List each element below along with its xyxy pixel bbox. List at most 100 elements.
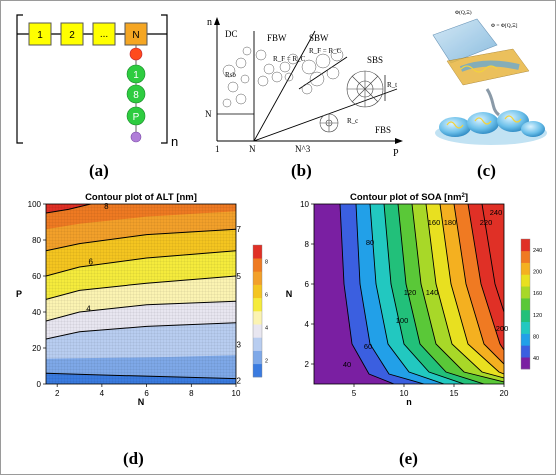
chain-box-n: N [124, 22, 148, 46]
soa-title-end: ] [465, 192, 468, 203]
b-x-axis-label: P [393, 148, 399, 159]
soa-contour-line-8 [439, 204, 504, 375]
panel-c-illustration: Φ(Q,Ξ) Φ = Φ[Q,Ξ] [432, 9, 547, 145]
alt-x-tick-label: 2 [55, 389, 60, 398]
alt-y-tick-label: 20 [32, 344, 41, 353]
alt-y-tick-label: 0 [37, 380, 42, 389]
alt-contour-line-6 [46, 228, 236, 252]
soa-x-tick-label: 20 [500, 389, 509, 398]
alt-contour-label: 5 [236, 272, 241, 281]
chain-box-3-label: ... [100, 29, 108, 40]
chain-box-3: ... [92, 22, 116, 46]
soa-x-tick-label: 10 [400, 389, 409, 398]
alt-contour-line-4 [46, 275, 236, 300]
alt-x-tick-label: 6 [144, 389, 149, 398]
panel-label-d: (d) [123, 449, 144, 468]
soa-colorbar-step [521, 262, 530, 275]
alt-contour-label: 7 [236, 225, 241, 234]
alt-contour-lines [46, 204, 236, 380]
alt-contour-line-3 [46, 300, 236, 322]
soa-contour-bands [314, 204, 504, 384]
soa-contour-label: 100 [396, 316, 409, 325]
alt-contour-labels: 8 7 6 5 4 3 2 [86, 202, 241, 386]
b-region-sbs: SBS [367, 55, 383, 65]
soa-contour-line-10 [467, 204, 504, 351]
alt-colorbar: 2 4 6 8 [252, 244, 268, 378]
alt-x-tick-label: 8 [189, 389, 194, 398]
soa-contour-label: 160 [428, 218, 441, 227]
alt-x-tick-label: 10 [232, 389, 241, 398]
bracket-left [16, 14, 23, 144]
alt-colorbar-step [253, 245, 262, 259]
soa-colorbar-frame [520, 238, 531, 370]
soa-y-axis-label: N [286, 289, 293, 299]
alt-y-tick-label: 100 [28, 200, 42, 209]
chart-alt-contour: Contour plot of ALT [nm] 2 4 6 8 10 0 20 40 60 8… [16, 192, 268, 407]
soa-chart-title: Contour plot of SOA [nm2] [350, 192, 468, 203]
c-eq-top: Φ(Q,Ξ) [455, 9, 472, 16]
soa-contour-line-11 [481, 204, 504, 313]
alt-contour-line-7 [46, 204, 91, 214]
side-bead-3 [126, 106, 146, 126]
soa-colorbar-step [521, 309, 530, 323]
side-bead-top [129, 47, 143, 61]
soa-y-tick-label: 10 [300, 200, 309, 209]
alt-colorbar-step [253, 324, 262, 338]
b-y-axis-arrow [214, 17, 220, 25]
soa-title-main: Contour plot of SOA [nm [350, 192, 462, 203]
c-eq-right: Φ = Φ[Q,Ξ] [491, 23, 518, 29]
alt-y-ticks: 0 20 40 60 80 100 [28, 200, 46, 389]
soa-contour-lines [339, 204, 504, 384]
alt-colorbar-label: 8 [265, 260, 268, 266]
soa-colorbar-label: 120 [533, 313, 542, 319]
side-bead-3-label: P [133, 112, 140, 123]
b-region-dc: DC [225, 29, 238, 39]
soa-contour-line-7 [425, 204, 504, 379]
soa-contour-label: 40 [343, 360, 351, 369]
soa-colorbar-step [521, 274, 530, 287]
panel-b-diagram: n P N 1 N N^3 DC FBW SBW SBS FBS Rsb R_F… [205, 17, 403, 159]
soa-colorbar-step [521, 345, 530, 358]
b-annot-fbw-eq: R_F = R_C [273, 55, 306, 63]
soa-plot-frame [313, 203, 505, 385]
chart-soa-contour: Contour plot of SOA [nm2] 5 10 15 20 246810… [286, 192, 542, 407]
alt-contour-line-2 [46, 322, 236, 340]
chain-box-n-label: N [132, 30, 139, 41]
soa-colorbar: 40 80 120 160 200 240 [520, 238, 542, 370]
alt-contour-label: 6 [88, 258, 93, 267]
soa-colorbar-label: 40 [533, 356, 539, 362]
alt-contour-label: 3 [236, 340, 241, 349]
soa-contour-line-1 [339, 204, 395, 384]
soa-contour-label: 180 [444, 218, 457, 227]
b-boundary-fbw-sbw [253, 30, 316, 142]
soa-colorbar-step [521, 250, 530, 263]
alt-y-axis-label: P [16, 289, 22, 299]
soa-colorbar-step [521, 357, 530, 370]
b-annot-rsb: Rsb [225, 71, 236, 79]
b-annot-rt: R_t [387, 81, 397, 89]
soa-contour-label: 140 [426, 288, 439, 297]
alt-colorbar-step [253, 350, 262, 365]
alt-grid-overlay [46, 204, 236, 384]
soa-y-tick-label: 4 [305, 320, 310, 329]
chain-box-1: 1 [28, 22, 52, 46]
soa-contour-line-3 [369, 204, 445, 384]
soa-colorbar-step [521, 239, 530, 252]
side-bead-2-label: 8 [133, 90, 139, 101]
side-bead-end [130, 131, 142, 143]
b-region-sbw: SBW [309, 33, 329, 43]
alt-x-axis-label: N [138, 397, 145, 407]
soa-colorbar-step [521, 333, 530, 346]
alt-contour-line-5 [46, 250, 236, 277]
c-blobs [439, 110, 545, 137]
bracket-right [161, 14, 168, 144]
alt-y-tick-label: 60 [32, 272, 41, 281]
soa-colorbar-step [521, 286, 530, 299]
alt-colorbar-label: 4 [265, 326, 268, 332]
alt-plot-frame [45, 203, 237, 385]
soa-x-ticks: 5 10 15 20 [352, 384, 509, 398]
c-yellow-strands [446, 65, 522, 129]
b-x-axis-arrow [395, 138, 403, 144]
b-x-tick-n3: N^3 [295, 144, 311, 154]
